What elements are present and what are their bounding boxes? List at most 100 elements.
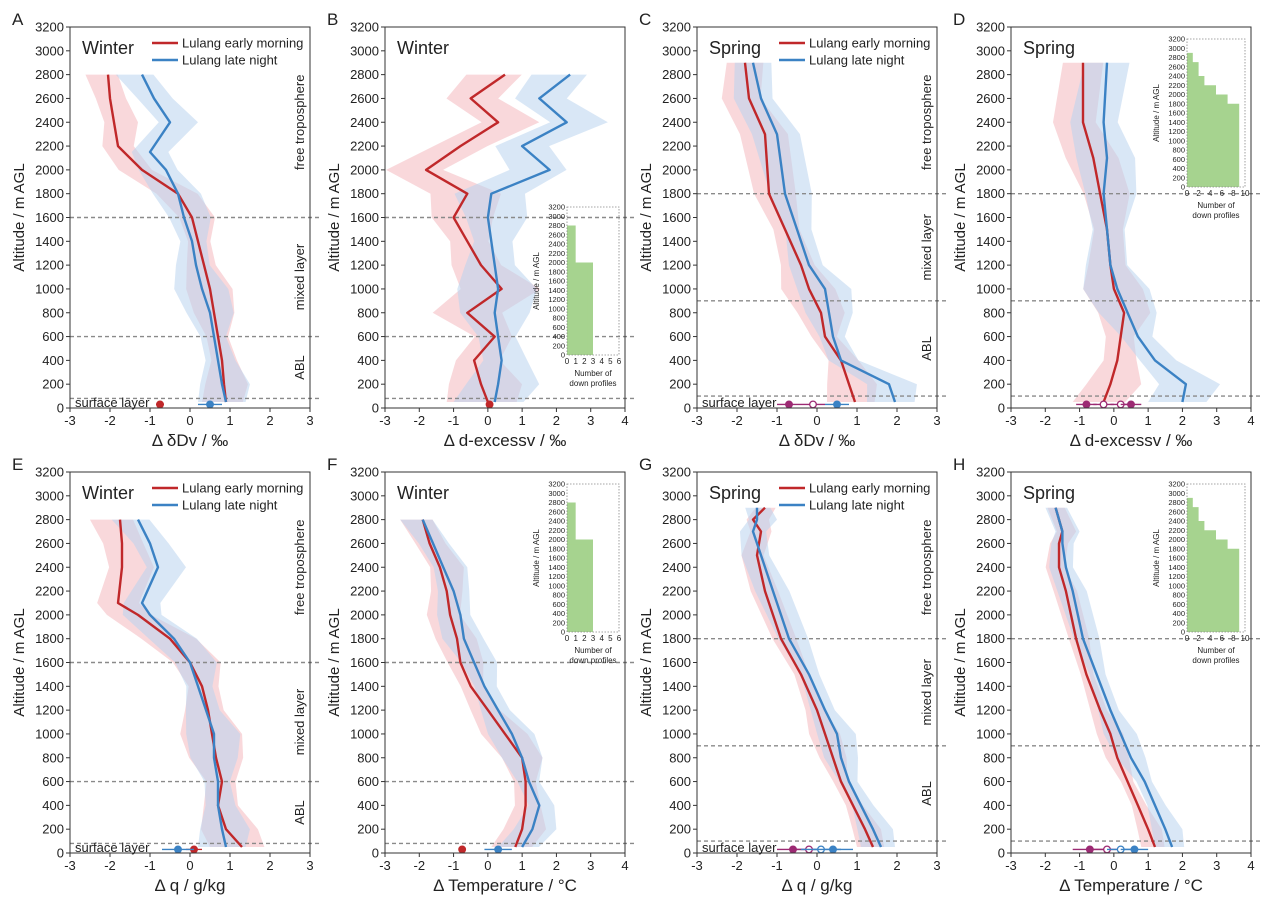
surface-point — [174, 845, 182, 854]
inset-y-tick-label: 800 — [552, 314, 565, 323]
y-tick-label: 200 — [357, 822, 379, 837]
series-line-late — [486, 73, 571, 403]
inset-y-axis-label: Altitude / m AGL — [1152, 84, 1161, 142]
y-tick-label: 400 — [42, 798, 64, 813]
y-tick-label: 600 — [983, 774, 1005, 789]
season-title: Winter — [82, 483, 134, 503]
y-tick-label: 800 — [42, 750, 64, 765]
y-tick-label: 2000 — [976, 162, 1005, 177]
x-tick-label: 2 — [1179, 413, 1186, 428]
panel-H: H020040060080010001200140016001800200022… — [952, 455, 1261, 895]
x-tick-label: 2 — [1179, 858, 1186, 873]
inset-y-tick-label: 2800 — [548, 498, 565, 507]
series-line-early — [1081, 62, 1126, 403]
y-tick-label: 1200 — [35, 703, 64, 718]
y-tick-label: 2800 — [976, 512, 1005, 527]
panel-letter: D — [953, 10, 965, 29]
layer-label-mixed: mixed layer — [292, 243, 307, 310]
y-tick-label: 1200 — [976, 258, 1005, 273]
x-tick-label: -1 — [144, 413, 156, 428]
inset-x-tick-label: 2 — [582, 634, 587, 643]
y-tick-label: 1600 — [350, 210, 379, 225]
y-tick-label: 1000 — [662, 726, 691, 741]
surface-point — [833, 400, 841, 409]
inset-y-tick-label: 0 — [1181, 628, 1185, 637]
layer-label-mixed: mixed layer — [919, 658, 934, 725]
y-tick-label: 3000 — [35, 43, 64, 58]
legend-label: Lulang late night — [182, 498, 278, 513]
inset-y-tick-label: 1200 — [1168, 127, 1185, 136]
x-tick-label: -1 — [1074, 413, 1086, 428]
y-axis-label: Altitude / m AGL — [638, 608, 655, 716]
inset-x-axis-label: Number of — [1197, 646, 1235, 655]
surface-point — [494, 845, 503, 854]
inset-x-tick-label: 1 — [573, 634, 578, 643]
x-tick-label: -3 — [64, 413, 76, 428]
y-tick-label: 400 — [669, 798, 691, 813]
y-tick-label: 200 — [983, 822, 1005, 837]
series-band-late — [400, 519, 557, 848]
series-band-late — [1045, 507, 1185, 848]
x-tick-label: -2 — [731, 858, 743, 873]
legend-label: Lulang early morning — [182, 36, 303, 51]
layer-label-mixed: mixed layer — [919, 213, 934, 280]
inset-y-tick-label: 200 — [552, 618, 565, 627]
inset-y-axis-label: Altitude / m AGL — [1152, 529, 1161, 587]
y-tick-label: 1800 — [662, 186, 691, 201]
x-tick-label: -2 — [414, 413, 426, 428]
x-tick-label: 1 — [519, 858, 526, 873]
y-tick-label: 1600 — [35, 655, 64, 670]
y-tick-label: 2600 — [350, 91, 379, 106]
inset-x-tick-label: 4 — [599, 634, 604, 643]
layer-label-free: free troposphere — [919, 75, 934, 170]
panel-A: A020040060080010001200140016001800200022… — [11, 10, 320, 450]
y-tick-label: 2200 — [350, 584, 379, 599]
y-tick-label: 1600 — [35, 210, 64, 225]
inset-x-axis-label: down profiles — [1192, 211, 1239, 220]
y-tick-label: 2400 — [976, 560, 1005, 575]
y-tick-label: 3000 — [350, 488, 379, 503]
y-tick-label: 3000 — [662, 488, 691, 503]
x-tick-label: -2 — [104, 413, 116, 428]
x-tick-label: -3 — [1005, 413, 1017, 428]
x-tick-label: -3 — [691, 858, 703, 873]
inset-y-tick-label: 2200 — [1168, 81, 1185, 90]
y-tick-label: 400 — [357, 353, 379, 368]
x-axis-label: Δ δDv / ‰ — [152, 431, 229, 450]
inset-y-tick-label: 2800 — [1168, 498, 1185, 507]
inset-x-axis-label: down profiles — [1192, 656, 1239, 665]
x-tick-label: -3 — [379, 858, 391, 873]
x-tick-label: 2 — [553, 413, 560, 428]
inset-y-tick-label: 1600 — [548, 277, 565, 286]
inset-x-tick-label: 5 — [608, 357, 613, 366]
y-tick-label: 2000 — [662, 607, 691, 622]
season-title: Spring — [709, 483, 761, 503]
inset-x-tick-label: 6 — [1220, 189, 1225, 198]
panel-letter: B — [327, 10, 338, 29]
y-tick-label: 2000 — [35, 607, 64, 622]
inset-y-tick-label: 1400 — [1168, 118, 1185, 127]
surface-point — [458, 845, 467, 854]
inset-x-tick-label: 2 — [582, 357, 587, 366]
y-tick-label: 1000 — [35, 726, 64, 741]
panel-letter: F — [327, 455, 337, 474]
x-tick-label: 0 — [484, 858, 491, 873]
inset-y-tick-label: 1800 — [548, 544, 565, 553]
y-axis-label: Altitude / m AGL — [638, 163, 655, 271]
y-tick-label: 2000 — [976, 607, 1005, 622]
inset-y-tick-label: 2600 — [1168, 507, 1185, 516]
y-tick-label: 400 — [357, 798, 379, 813]
x-tick-label: 0 — [484, 413, 491, 428]
legend-label: Lulang late night — [809, 53, 905, 68]
y-tick-label: 600 — [669, 774, 691, 789]
inset-x-tick-label: 6 — [1220, 634, 1225, 643]
y-tick-label: 0 — [57, 401, 64, 416]
surface-point — [1130, 845, 1139, 854]
inset-y-tick-label: 1400 — [548, 286, 565, 295]
x-tick-label: 2 — [266, 858, 273, 873]
legend-label: Lulang early morning — [809, 481, 930, 496]
inset-y-tick-label: 1200 — [548, 295, 565, 304]
inset-x-axis-label: Number of — [1197, 201, 1235, 210]
inset-x-axis-label: down profiles — [569, 379, 616, 388]
y-tick-label: 800 — [357, 750, 379, 765]
